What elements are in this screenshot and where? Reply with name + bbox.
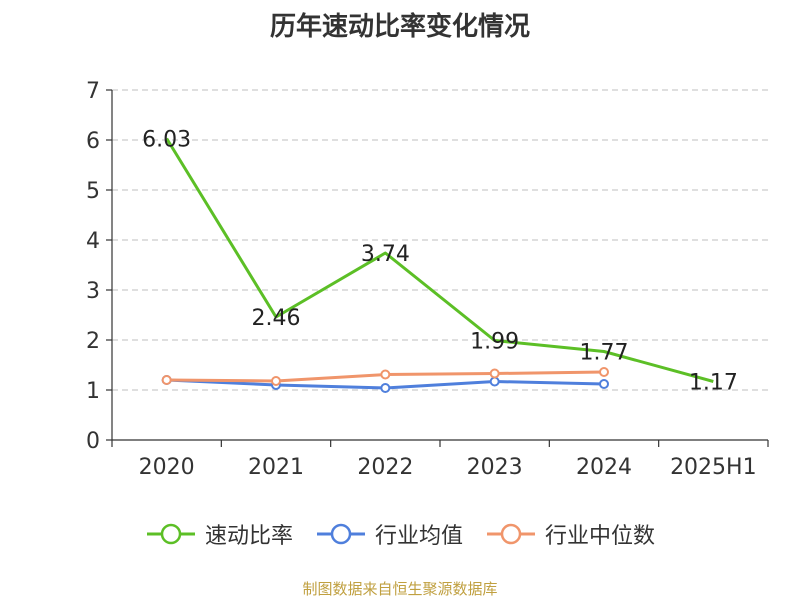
- x-tick-label: 2022: [357, 455, 413, 480]
- data-labels: 6.03 2.46 3.74 1.99 1.77 1.17: [142, 128, 738, 396]
- data-label: 3.74: [361, 242, 410, 267]
- legend-label: 行业中位数: [545, 524, 656, 549]
- series-point-1: [599, 379, 609, 389]
- source-note: 制图数据来自恒生聚源数据库: [302, 580, 498, 598]
- series-point-2: [380, 369, 391, 380]
- series-point-2: [161, 375, 172, 385]
- series-point-1: [489, 376, 500, 387]
- y-tick-label: 6: [86, 129, 100, 154]
- series-point-1: [380, 383, 391, 393]
- data-label: 1.17: [689, 371, 738, 396]
- y-tick-label: 2: [86, 329, 100, 354]
- y-tick-label: 1: [86, 379, 100, 404]
- legend-swatch: [316, 523, 365, 545]
- x-tick-label: 2023: [467, 455, 523, 480]
- series-point-2: [489, 368, 500, 379]
- legend-swatch: [487, 523, 535, 545]
- legend-label: 行业均值: [374, 524, 463, 549]
- y-tick-label: 0: [86, 429, 100, 454]
- y-tick-label: 3: [86, 279, 100, 304]
- legend-item-0[interactable]: 速动比率: [145, 518, 293, 550]
- data-label: 6.03: [142, 128, 191, 153]
- data-label: 1.99: [470, 330, 519, 355]
- x-tick-label: 2020: [139, 455, 195, 480]
- legend-swatch: [146, 523, 195, 545]
- legend-item-2[interactable]: 行业中位数: [485, 518, 655, 550]
- series-point-2: [271, 376, 281, 386]
- axes: 0 1 2 3 4 5 6 7 2020 2021 2022 2023 2024 2025H1: [86, 79, 769, 480]
- series-point-2: [599, 367, 609, 377]
- x-tick-label: 2024: [576, 455, 632, 480]
- data-label: 1.77: [580, 341, 629, 366]
- x-tick-label: 2021: [248, 455, 304, 480]
- grid-lines: [112, 89, 768, 391]
- y-tick-label: 5: [86, 179, 100, 204]
- series-layer: [161, 137, 714, 393]
- data-label: 2.46: [252, 306, 301, 331]
- legend-item-1[interactable]: 行业均值: [315, 518, 463, 550]
- chart-title: 历年速动比率变化情况: [269, 12, 530, 42]
- series-line-0: [165, 137, 714, 383]
- x-tick-label: 2025H1: [670, 455, 757, 480]
- y-tick-label: 4: [86, 229, 100, 254]
- legend: 速动比率 行业均值 行业中位数: [0, 518, 800, 550]
- y-tick-label: 7: [86, 79, 100, 104]
- legend-label: 速动比率: [204, 524, 293, 549]
